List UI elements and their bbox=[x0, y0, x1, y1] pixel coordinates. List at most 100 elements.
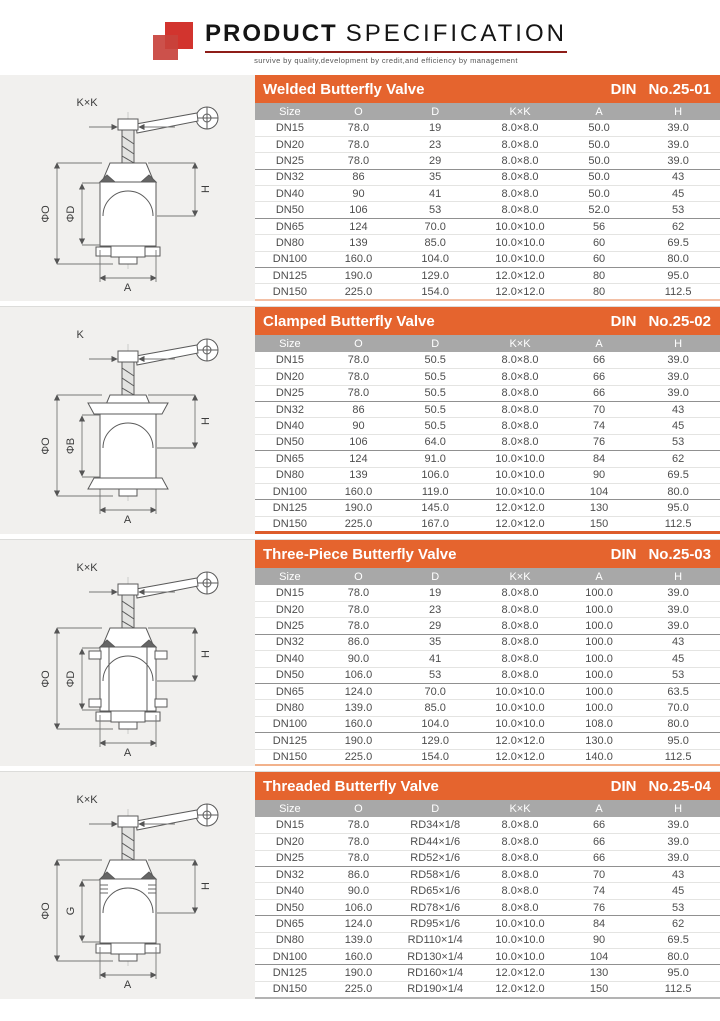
table-cell: 90.0 bbox=[324, 650, 393, 668]
column-header: A bbox=[595, 105, 603, 118]
table-cell: 85.0 bbox=[392, 699, 479, 717]
table-row: DN100 160.0 RD130×1/4 10.0×10.0 104 80.0 bbox=[255, 948, 720, 966]
table-cell: 190.0 bbox=[324, 267, 393, 285]
table-cell: DN65 bbox=[255, 450, 325, 468]
table-cell: 106 bbox=[324, 201, 393, 219]
table-cell: 129.0 bbox=[392, 267, 479, 285]
table-cell: 53 bbox=[636, 899, 720, 917]
column-header: O bbox=[354, 105, 363, 118]
table-cell: 12.0×12.0 bbox=[478, 499, 562, 517]
table-cell: 8.0×8.0 bbox=[478, 385, 562, 402]
column-header: Size bbox=[279, 570, 301, 583]
table-cell: 10.0×10.0 bbox=[478, 234, 562, 252]
table-cell: DN15 bbox=[255, 352, 325, 370]
brand: PRODUCT SPECIFICATION survive by quality,… bbox=[153, 20, 567, 65]
column-header: H bbox=[674, 337, 683, 350]
table-cell: 80 bbox=[561, 283, 637, 302]
table-cell: 124.0 bbox=[324, 683, 393, 701]
table-cell: RD65×1/6 bbox=[392, 882, 479, 900]
table-cell: 53 bbox=[392, 667, 479, 684]
dim-label-phi-o: ΦO bbox=[39, 437, 52, 455]
table-cell: 8.0×8.0 bbox=[478, 417, 562, 435]
table-row: DN80 139.0 RD110×1/4 10.0×10.0 90 69.5 bbox=[255, 932, 720, 950]
table-cell: 35 bbox=[392, 169, 479, 187]
table-cell: 10.0×10.0 bbox=[478, 450, 562, 468]
table-cell: 78.0 bbox=[324, 120, 393, 137]
dim-label-phi-o: ΦO bbox=[39, 204, 52, 223]
column-header: D bbox=[431, 802, 440, 815]
table-cell: 70 bbox=[561, 401, 637, 419]
table-cell: 78.0 bbox=[324, 385, 393, 402]
dim-label-h: H bbox=[199, 417, 212, 426]
table-cell: 8.0×8.0 bbox=[478, 120, 562, 137]
din-number: No.25-02 bbox=[648, 312, 711, 330]
table-cell: 80.0 bbox=[636, 948, 720, 966]
table-cell: 100.0 bbox=[561, 667, 637, 684]
table-cell: 8.0×8.0 bbox=[478, 585, 562, 602]
table-row: DN32 86.0 RD58×1/6 8.0×8.0 70 43 bbox=[255, 866, 720, 884]
table-cell: DN32 bbox=[255, 401, 325, 419]
dim-label-phi-o: ΦO bbox=[39, 902, 52, 920]
table-cell: 190.0 bbox=[324, 964, 393, 982]
valve-drawing-clamped bbox=[3, 308, 253, 533]
table-cell: 104 bbox=[561, 483, 637, 501]
table-cell: RD160×1/4 bbox=[392, 964, 479, 982]
table-cell: 8.0×8.0 bbox=[478, 667, 562, 684]
dim-label-phi-b: ΦB bbox=[64, 438, 77, 455]
table-cell: 154.0 bbox=[392, 283, 479, 302]
table-title: Clamped Butterfly Valve bbox=[263, 312, 435, 330]
table-cell: 8.0×8.0 bbox=[478, 352, 562, 370]
table-cell: 8.0×8.0 bbox=[478, 185, 562, 203]
table-cell: 52.0 bbox=[561, 201, 637, 219]
table-cell: RD44×1/6 bbox=[392, 833, 479, 851]
table-cell: 8.0×8.0 bbox=[478, 201, 562, 219]
table-cell: 100.0 bbox=[561, 683, 637, 701]
table-cell: 10.0×10.0 bbox=[478, 716, 562, 734]
table-cell: 70.0 bbox=[636, 699, 720, 717]
table-cell: DN125 bbox=[255, 732, 325, 750]
table-cell: 76 bbox=[561, 899, 637, 917]
table-cell: 8.0×8.0 bbox=[478, 866, 562, 884]
table-row: DN50 106.0 53 8.0×8.0 100.0 53 bbox=[255, 667, 720, 684]
din-number: No.25-03 bbox=[648, 545, 711, 563]
table-cell: 66 bbox=[561, 352, 637, 370]
table-cell: DN65 bbox=[255, 683, 325, 701]
table-cell: 39.0 bbox=[636, 136, 720, 154]
table-cell: 62 bbox=[636, 915, 720, 933]
table-cell: 8.0×8.0 bbox=[478, 368, 562, 386]
table-cell: DN50 bbox=[255, 899, 325, 917]
table-cell: DN50 bbox=[255, 201, 325, 219]
table-cell: 8.0×8.0 bbox=[478, 899, 562, 917]
table-cell: 100.0 bbox=[561, 634, 637, 652]
column-header: K×K bbox=[509, 570, 531, 583]
table-cell: 78.0 bbox=[324, 617, 393, 635]
table-cell: DN150 bbox=[255, 516, 325, 535]
column-header-row: Size O D K×K A H bbox=[255, 335, 720, 353]
table-cell: 62 bbox=[636, 218, 720, 236]
table-cell: DN125 bbox=[255, 499, 325, 517]
table-cell: 112.5 bbox=[636, 283, 720, 302]
table-cell: 84 bbox=[561, 915, 637, 933]
table-cell: 10.0×10.0 bbox=[478, 218, 562, 236]
dim-label-a: A bbox=[123, 281, 132, 294]
spec-table-welded: Size O D K×K A H DN15 78.0 19 8.0×8.0 50.0 39… bbox=[255, 103, 720, 302]
section-threaded: K×K ΦO G H A Threaded Butterfly Valve DI… bbox=[0, 771, 720, 999]
valve-drawing-welded bbox=[3, 76, 253, 301]
table-cell: 106.0 bbox=[324, 899, 393, 917]
column-header: H bbox=[674, 802, 683, 815]
table-cell: 10.0×10.0 bbox=[478, 251, 562, 269]
section-welded: K×K ΦO ΦD H A Welded Butterfly Valve DIN… bbox=[0, 75, 720, 302]
table-cell: 139.0 bbox=[324, 699, 393, 717]
table-cell: 150 bbox=[561, 981, 637, 999]
dim-label-phi-d: ΦD bbox=[64, 670, 77, 688]
table-cell: 8.0×8.0 bbox=[478, 817, 562, 835]
table-cell: 139 bbox=[324, 467, 393, 484]
table-cell: 50.5 bbox=[392, 385, 479, 402]
table-row: DN125 190.0 129.0 12.0×12.0 130.0 95.0 bbox=[255, 732, 720, 750]
table-cell: 39.0 bbox=[636, 585, 720, 602]
table-cell: 160.0 bbox=[324, 483, 393, 501]
column-header: D bbox=[431, 105, 440, 118]
table-cell: 8.0×8.0 bbox=[478, 617, 562, 635]
valve-drawing-three-piece bbox=[3, 541, 253, 766]
column-header: O bbox=[354, 802, 363, 815]
